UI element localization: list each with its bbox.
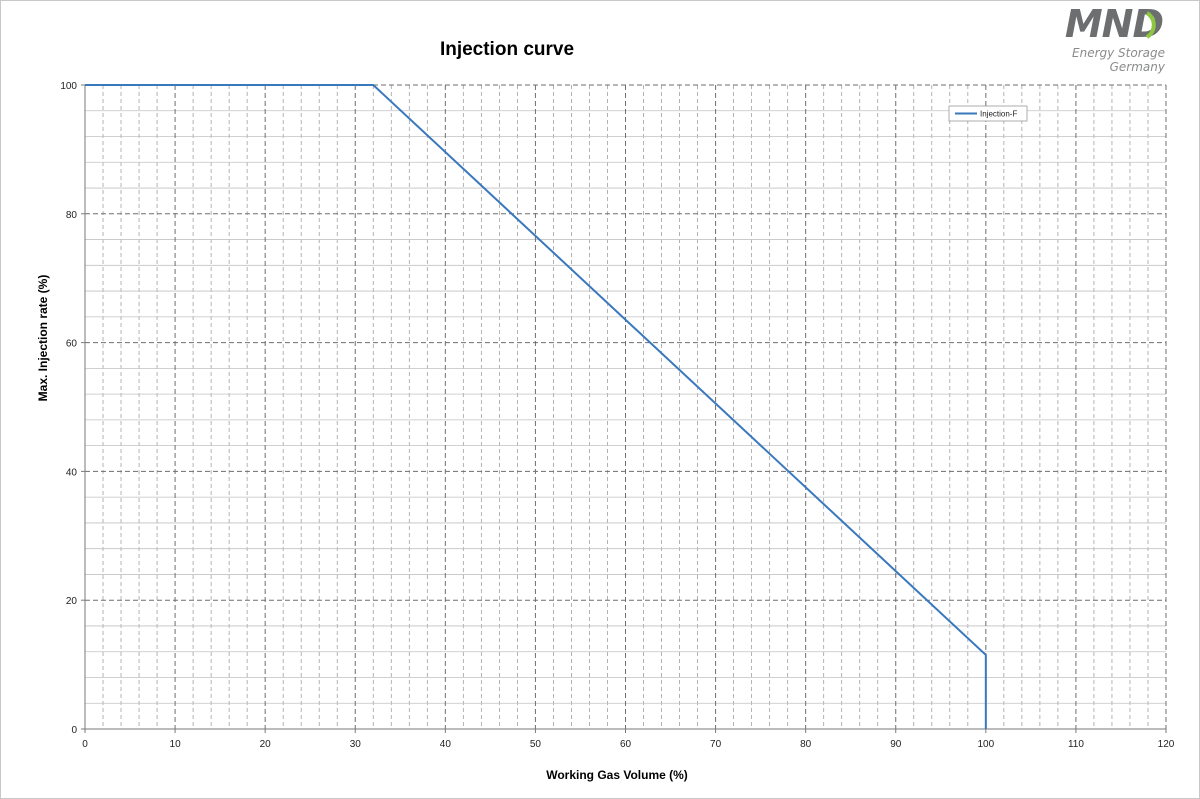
y-tick-label: 20 xyxy=(66,596,78,607)
logo-line2: Germany xyxy=(1110,60,1166,74)
y-tick-label: 60 xyxy=(66,339,78,350)
x-tick-label: 20 xyxy=(260,739,272,750)
x-tick-label: 50 xyxy=(530,739,542,750)
x-tick-label: 80 xyxy=(800,739,812,750)
series-line-injection-f xyxy=(85,84,987,729)
y-tick-label: 80 xyxy=(66,210,78,221)
y-tick-labels: 0 20 40 60 80 100 xyxy=(60,81,77,736)
x-tick-label: 0 xyxy=(82,739,88,750)
company-logo: MND Energy Storage Germany xyxy=(1065,2,1166,74)
series-group xyxy=(85,84,987,729)
x-tick-labels: 0 10 20 30 40 50 60 70 80 90 100 110 120 xyxy=(82,739,1175,750)
x-tick-label: 30 xyxy=(350,739,362,750)
logo-line1: Energy Storage xyxy=(1072,46,1165,60)
x-tick-label: 100 xyxy=(977,739,994,750)
chart-title: Injection curve xyxy=(440,39,574,60)
x-tick-label: 110 xyxy=(1068,739,1084,750)
x-tick-label: 10 xyxy=(170,739,182,750)
legend: Injection-F xyxy=(948,105,1028,122)
major-grid xyxy=(85,84,1167,729)
y-axis-label: Max. Injection rate (%) xyxy=(36,275,50,402)
y-tick-label: 0 xyxy=(71,725,77,736)
legend-box xyxy=(948,105,1028,122)
x-axis-label: Working Gas Volume (%) xyxy=(546,768,688,782)
x-tick-label: 60 xyxy=(620,739,632,750)
x-tick-label: 70 xyxy=(710,739,722,750)
legend-label: Injection-F xyxy=(980,110,1017,119)
logo-mark: MND xyxy=(1065,2,1163,46)
x-tick-label: 90 xyxy=(890,739,902,750)
x-tick-label: 120 xyxy=(1158,739,1175,750)
axes xyxy=(81,84,1167,733)
y-tick-label: 100 xyxy=(60,81,77,92)
logo-arc-icon xyxy=(1145,11,1156,39)
y-tick-label: 40 xyxy=(66,467,78,478)
x-tick-label: 40 xyxy=(440,739,452,750)
